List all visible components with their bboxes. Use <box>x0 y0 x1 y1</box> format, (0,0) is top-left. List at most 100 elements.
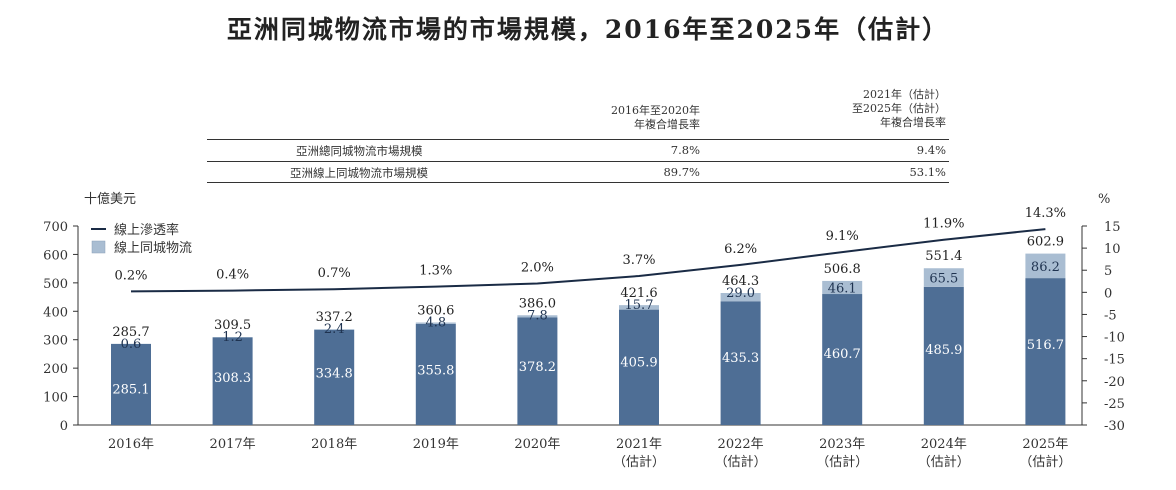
bar-online-value-label: 0.6 <box>121 337 142 352</box>
bar-base-value-label: 308.3 <box>214 371 251 386</box>
x-category-label: 2018年 <box>311 437 357 452</box>
bar-base <box>1025 278 1066 425</box>
right-axis-tick-label: 10 <box>1104 242 1121 257</box>
table-top-rule <box>207 139 949 140</box>
bar-base <box>619 309 659 425</box>
bar-base <box>517 317 558 425</box>
penetration-line-path <box>130 228 1046 293</box>
left-axis-tick-label: 500 <box>43 277 68 292</box>
x-category-label: 2019年 <box>413 437 459 452</box>
bar-base-value-label: 405.9 <box>620 356 657 371</box>
right-axis-tick-label: -10 <box>1104 331 1125 346</box>
bar-online-value-label: 4.8 <box>425 315 446 330</box>
bar-base <box>212 337 253 425</box>
bar-base <box>923 286 964 425</box>
table-bottom-rule <box>207 182 949 183</box>
left-axis-unit: 十億美元 <box>84 191 136 207</box>
bar-total-label: 386.0 <box>519 296 556 311</box>
x-category-label: 2020年 <box>514 437 560 452</box>
right-axis-tick-label: 15 <box>1104 220 1121 235</box>
bar-online <box>415 322 456 324</box>
x-category-label: 2021年 <box>616 437 662 452</box>
bar-online-value-label: 15.7 <box>625 298 654 313</box>
legend-bar-swatch <box>91 240 106 254</box>
bar-base-value-label: 334.8 <box>316 367 353 382</box>
bar-online-value-label: 1.2 <box>222 330 243 345</box>
right-axis: 15 10 5 0 -5 -10 -15 -20 -25 -30 <box>1081 220 1125 434</box>
cagr-row-label: 亞洲線上同城物流市場規模 <box>290 166 428 180</box>
x-category-label: （估計） <box>816 454 868 470</box>
bar-total-label: 602.9 <box>1027 235 1064 250</box>
bar-total-label: 309.5 <box>214 318 251 333</box>
legend-line-label: 線上滲透率 <box>114 222 179 238</box>
bar-base-value-label: 485.9 <box>925 343 962 358</box>
bar-base <box>720 301 761 425</box>
penetration-rate-label: 0.7% <box>318 266 351 281</box>
bar-online-value-label: 65.5 <box>929 272 958 287</box>
x-category-label: （估計） <box>918 454 970 470</box>
bar-online-value-label: 86.2 <box>1031 260 1060 275</box>
penetration-rate-label: 2.0% <box>521 260 554 275</box>
penetration-rate-label: 0.2% <box>114 268 147 283</box>
bar-online <box>619 305 659 310</box>
bar-total-label: 551.4 <box>925 249 962 264</box>
bar-base-value-label: 460.7 <box>824 347 861 362</box>
x-category-label: 2023年 <box>819 437 865 452</box>
table-mid-rule <box>207 161 949 162</box>
bar-base <box>415 323 456 425</box>
bar-online <box>517 315 558 318</box>
penetration-rate-label: 11.9% <box>923 217 964 232</box>
bar-online <box>923 268 964 287</box>
cagr-table: 2016年至2020年 年複合增長率 2021年（估計） 至2025年（估計） … <box>0 0 1176 190</box>
x-category-label: （估計） <box>715 454 767 470</box>
bar-online <box>1025 253 1066 279</box>
bar-total-label: 421.6 <box>620 286 657 301</box>
bar-total-label: 285.7 <box>112 325 149 340</box>
left-axis-tick-label: 400 <box>43 305 68 320</box>
chart-title: 亞洲同城物流市場的市場規模，2016年至2025年（估計） <box>226 15 950 44</box>
bar-total-label: 337.2 <box>316 310 353 325</box>
left-axis-tick-label: 300 <box>43 334 68 349</box>
bar-online-value-label: 2.4 <box>324 322 345 337</box>
right-axis-tick-label: 5 <box>1104 264 1112 279</box>
cagr-col2-header-line: 至2025年（估計） <box>852 102 946 115</box>
cagr-col2-header: 2021年（估計） 至2025年（估計） 年複合增長率 <box>790 88 946 130</box>
x-category-label: （估計） <box>613 454 665 470</box>
bar-total-label: 464.3 <box>722 274 759 289</box>
right-axis-tick-label: 0 <box>1104 286 1112 301</box>
cagr-row-value: 89.7% <box>663 165 700 179</box>
cagr-col2-header-line: 年複合增長率 <box>880 116 946 129</box>
left-axis-tick-label: 700 <box>43 220 68 235</box>
cagr-col1-header: 2016年至2020年 年複合增長率 <box>560 104 700 132</box>
right-axis-tick-label: -15 <box>1104 353 1125 368</box>
bar-online <box>314 329 355 330</box>
cagr-row-value: 9.4% <box>916 143 946 157</box>
bar-online <box>720 293 761 302</box>
penetration-rate-label: 0.4% <box>216 268 249 283</box>
penetration-rate-label: 1.3% <box>419 264 452 279</box>
penetration-rate-label: 6.2% <box>724 242 757 257</box>
penetration-rate-label: 14.3% <box>1025 206 1066 221</box>
bar-base-value-label: 516.7 <box>1027 338 1064 353</box>
x-category-label: 2025年 <box>1022 437 1068 452</box>
right-axis-unit: % <box>1098 192 1110 207</box>
cagr-col1-header-line: 2016年至2020年 <box>611 104 700 117</box>
bar-base-value-label: 355.8 <box>417 363 454 378</box>
cagr-col1-header-line: 年複合增長率 <box>634 118 700 131</box>
cagr-col2-header-line: 2021年（估計） <box>863 88 946 101</box>
bar-online <box>822 280 863 295</box>
left-axis-tick-label: 100 <box>43 391 68 406</box>
x-axis-labels: 2016年 2017年 2018年 2019年 2020年 2021年 （估計） 2022年 （… <box>108 437 1071 470</box>
right-axis-tick-label: -5 <box>1104 308 1117 323</box>
penetration-rate-label: 3.7% <box>622 253 655 268</box>
x-category-label: 2016年 <box>108 437 154 452</box>
left-axis-tick-label: 0 <box>60 419 68 434</box>
bar-online-value-label: 7.8 <box>527 308 548 323</box>
bar-online-value-label: 29.0 <box>726 286 755 301</box>
bar-total-label: 360.6 <box>417 303 454 318</box>
penetration-line: 0.2% 0.4% 0.7% 1.3% 2.0% 3.7% 6.2% 9.1% 11.9% 14.… <box>114 206 1066 293</box>
x-category-label: （估計） <box>1019 454 1071 470</box>
bar-total-label: 506.8 <box>824 262 861 277</box>
